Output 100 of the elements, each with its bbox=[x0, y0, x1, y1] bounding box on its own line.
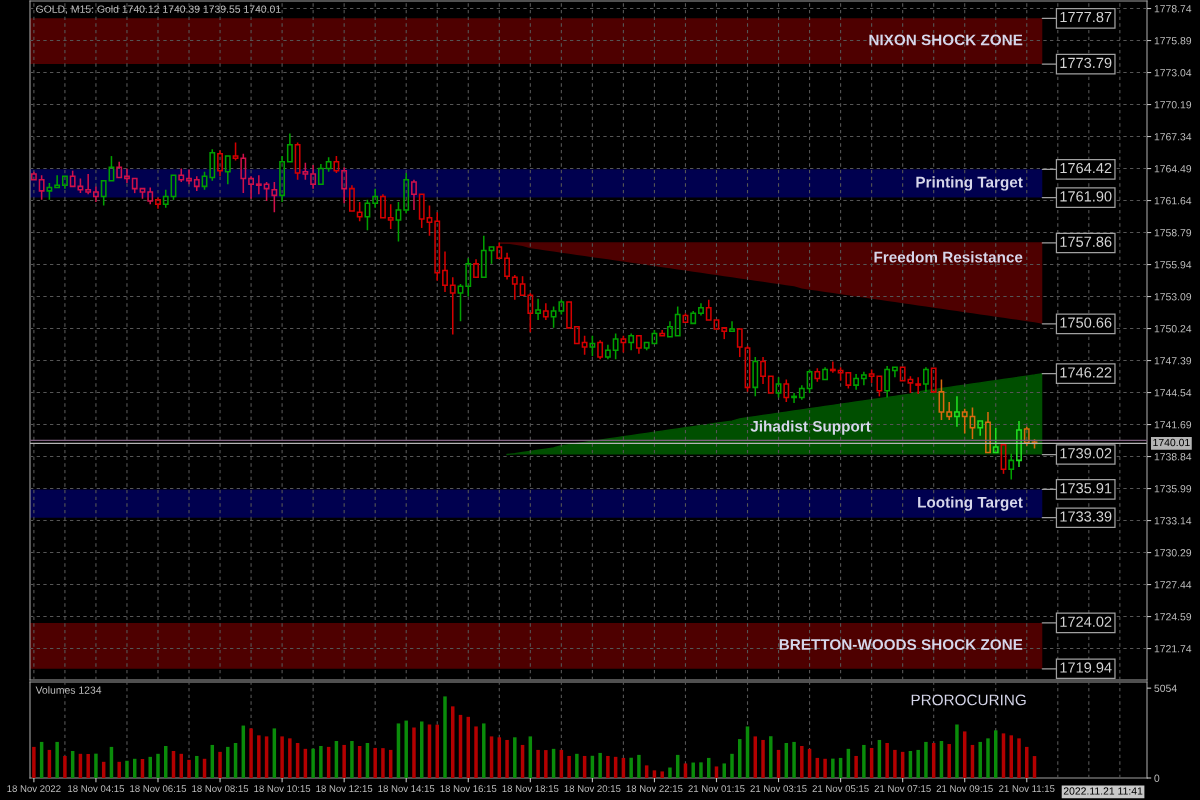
bar bbox=[288, 738, 292, 778]
x-tick-label: 18 Nov 10:15 bbox=[254, 785, 311, 792]
candlestick bbox=[721, 327, 728, 340]
bar bbox=[474, 726, 478, 778]
bar bbox=[637, 754, 641, 778]
candlestick bbox=[891, 366, 898, 379]
candlestick bbox=[442, 250, 448, 293]
bar bbox=[280, 736, 284, 778]
candlestick bbox=[690, 310, 697, 325]
candlestick bbox=[946, 401, 953, 421]
y-tick-label: 1747.39 bbox=[1154, 357, 1192, 365]
bar bbox=[257, 735, 261, 778]
x-tick-label: 21 Nov 03:15 bbox=[750, 785, 807, 792]
bar bbox=[536, 749, 540, 778]
x-tick-label: 18 Nov 06:15 bbox=[130, 785, 187, 792]
bar bbox=[862, 744, 866, 778]
bar bbox=[955, 724, 959, 778]
candlestick bbox=[255, 174, 262, 196]
x-tick-label: 18 Nov 08:15 bbox=[192, 785, 249, 792]
y-tick-label: 1741.69 bbox=[1154, 421, 1192, 429]
bar bbox=[148, 756, 152, 778]
candlestick bbox=[248, 175, 255, 200]
y-tick-label: 1755.94 bbox=[1154, 261, 1192, 269]
bar bbox=[435, 724, 439, 778]
y-tick-label: 1724.59 bbox=[1154, 613, 1192, 621]
candlestick bbox=[271, 181, 278, 213]
x-tick-label: 18 Nov 22:15 bbox=[626, 785, 683, 792]
candlestick bbox=[542, 302, 549, 321]
candlestick bbox=[480, 235, 487, 279]
bar bbox=[412, 727, 416, 778]
candlestick bbox=[635, 334, 642, 355]
y-tick-label: 1773.04 bbox=[1154, 69, 1192, 77]
bar bbox=[319, 746, 323, 778]
bar bbox=[893, 749, 897, 778]
bar bbox=[567, 755, 571, 778]
bar bbox=[218, 751, 222, 778]
annotation: 1761.90 bbox=[1060, 191, 1112, 202]
candlestick bbox=[760, 356, 766, 385]
candlestick bbox=[604, 343, 611, 361]
ref-line-label: 1740.01 bbox=[1153, 438, 1190, 447]
candlestick bbox=[628, 332, 635, 352]
y-tick-label: 0 bbox=[1154, 774, 1160, 782]
annotation: 1773.79 bbox=[1060, 57, 1112, 69]
candlestick bbox=[884, 365, 891, 399]
candlestick bbox=[186, 168, 192, 185]
bar bbox=[156, 753, 160, 778]
text: 2022.11.21 11:41 bbox=[1063, 787, 1143, 795]
candlestick bbox=[411, 178, 417, 211]
candlestick bbox=[954, 395, 960, 428]
y-tick-label: 1778.74 bbox=[1154, 5, 1192, 13]
bar bbox=[505, 739, 509, 778]
band-label: BRETTON-WOODS SHOCK ZONE bbox=[779, 639, 1023, 650]
candlestick bbox=[178, 167, 185, 183]
x-tick-label: 18 Nov 16:15 bbox=[440, 785, 497, 792]
candlestick bbox=[969, 406, 976, 440]
candlestick bbox=[822, 366, 829, 381]
bar bbox=[769, 736, 773, 778]
candlestick bbox=[162, 188, 169, 209]
bar bbox=[443, 696, 447, 778]
chart-title: Volumes 1234 bbox=[35, 686, 102, 694]
bar bbox=[86, 754, 90, 778]
bar bbox=[1017, 738, 1021, 778]
candlestick bbox=[85, 173, 92, 196]
x-tick-label: 18 Nov 14:15 bbox=[378, 785, 435, 792]
bar bbox=[1025, 746, 1029, 778]
band-label: NIXON SHOCK ZONE bbox=[869, 34, 1023, 46]
series-label: Jihadist Support bbox=[750, 420, 871, 435]
bar bbox=[117, 761, 121, 778]
candlestick bbox=[667, 320, 673, 338]
candlestick bbox=[985, 411, 991, 454]
band-label: Printing Target bbox=[916, 176, 1023, 191]
candlestick bbox=[938, 378, 945, 421]
y-tick-label: 1738.84 bbox=[1154, 453, 1192, 461]
bar bbox=[800, 746, 804, 778]
bar bbox=[513, 737, 517, 778]
annotation: 1764.42 bbox=[1060, 162, 1112, 174]
bar bbox=[544, 750, 548, 778]
bar bbox=[730, 753, 734, 778]
annotation: 1719.94 bbox=[1060, 662, 1112, 673]
annotation: PROROCURING bbox=[911, 694, 1026, 706]
candlestick bbox=[286, 132, 293, 163]
y-tick-label: 1775.89 bbox=[1154, 37, 1192, 45]
bar bbox=[916, 749, 920, 778]
candlestick bbox=[217, 149, 223, 178]
candlestick bbox=[977, 420, 984, 437]
series-label: Freedom Resistance bbox=[874, 251, 1023, 263]
y-tick-label: 1750.24 bbox=[1154, 325, 1192, 333]
y-tick-label: 1758.79 bbox=[1154, 229, 1192, 237]
candlestick bbox=[729, 320, 735, 333]
bar bbox=[986, 738, 990, 778]
y-tick-label: 5054 bbox=[1154, 684, 1177, 693]
candlestick bbox=[380, 193, 386, 219]
x-tick-label: 18 Nov 2022 bbox=[7, 785, 61, 792]
x-tick-label: 18 Nov 12:15 bbox=[316, 785, 373, 792]
bar bbox=[691, 762, 695, 778]
candlestick bbox=[193, 175, 200, 192]
candlestick bbox=[310, 164, 317, 190]
bar bbox=[381, 748, 385, 778]
bar bbox=[978, 741, 982, 778]
bar bbox=[792, 741, 796, 778]
